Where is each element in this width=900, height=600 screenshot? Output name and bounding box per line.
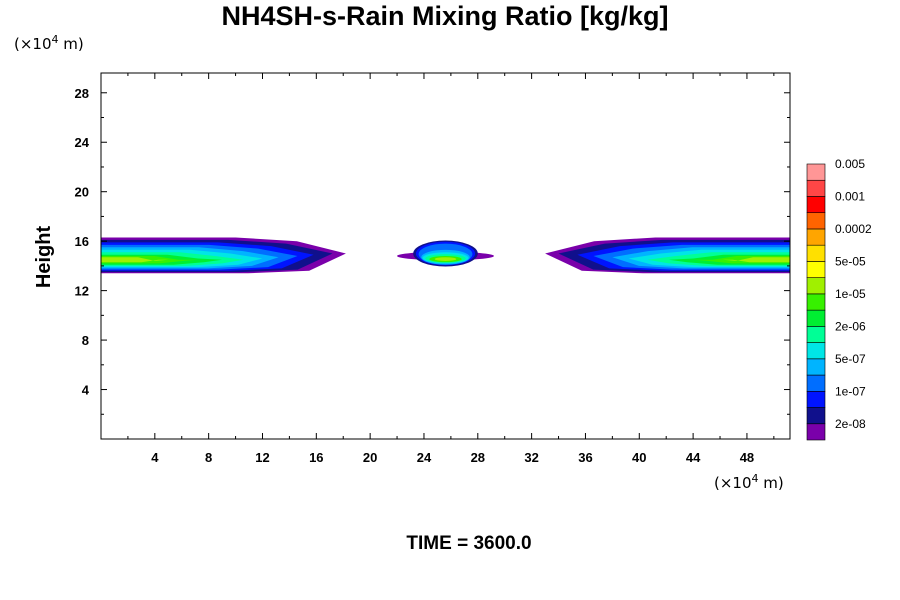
- contour-left-band: [101, 257, 169, 263]
- colorbar-label: 0.001: [835, 189, 865, 203]
- y-axis-label: Height: [33, 226, 55, 289]
- colorbar-swatch: [806, 326, 826, 343]
- y-tick-label: 8: [82, 333, 89, 348]
- x-tick-label: 24: [417, 450, 432, 465]
- colorbar-label: 0.0002: [835, 222, 872, 236]
- colorbar-swatch: [806, 390, 826, 408]
- x-tick-label: 28: [471, 450, 485, 465]
- y-axis-unit: (×104 m): [14, 33, 84, 53]
- colorbar-swatch: [806, 342, 826, 360]
- colorbar-label: 1e-05: [835, 287, 866, 301]
- x-tick-label: 20: [363, 450, 377, 465]
- colorbar-label: 5e-07: [835, 352, 866, 366]
- x-tick-label: 12: [255, 450, 269, 465]
- x-tick-label: 44: [686, 450, 701, 465]
- colorbar-swatch: [806, 309, 826, 327]
- x-tick-label: 48: [740, 450, 754, 465]
- colorbar-swatch: [806, 228, 826, 246]
- colorbar-swatch: [806, 407, 826, 425]
- y-tick-label: 12: [75, 284, 89, 299]
- y-tick-label: 20: [75, 185, 89, 200]
- colorbar-label: 0.005: [835, 157, 865, 171]
- y-tick-label: 24: [75, 135, 90, 150]
- colorbar-label: 5e-05: [835, 254, 866, 268]
- y-tick-label: 16: [75, 234, 89, 249]
- y-tick-label: 4: [82, 383, 90, 398]
- time-label: TIME = 3600.0: [406, 533, 531, 554]
- contour-fills: [101, 237, 790, 274]
- colorbar-label: 2e-08: [835, 417, 866, 431]
- x-axis-unit: (×104 m): [714, 472, 784, 492]
- colorbar-swatch: [806, 423, 826, 441]
- colorbar-label: 2e-06: [835, 319, 866, 333]
- colorbar-swatch: [806, 196, 826, 214]
- x-tick-label: 16: [309, 450, 323, 465]
- colorbar-swatch: [806, 179, 826, 197]
- colorbar: 2e-08 1e-07 5e-07 2e-06 1e-05 5e-05 0.0002 0.00…: [806, 157, 872, 441]
- colorbar-swatch: [806, 374, 826, 392]
- x-tick-label: 4: [151, 450, 159, 465]
- y-tick-label: 28: [75, 86, 89, 101]
- colorbar-swatch: [806, 163, 826, 181]
- colorbar-swatch: [806, 244, 826, 262]
- chart-title: NH4SH-s-Rain Mixing Ratio [kg/kg]: [221, 1, 668, 31]
- x-tick-label: 36: [578, 450, 592, 465]
- colorbar-swatch: [806, 212, 826, 230]
- contour-right-band: [722, 257, 790, 263]
- colorbar-swatch: [806, 358, 826, 376]
- x-tick-label: 40: [632, 450, 646, 465]
- x-tick-label: 8: [205, 450, 212, 465]
- plot-frame: [100, 72, 791, 440]
- colorbar-swatch: [806, 277, 826, 295]
- colorbar-swatch: [806, 261, 826, 278]
- x-tick-label: 32: [524, 450, 538, 465]
- colorbar-swatch: [806, 293, 826, 311]
- contour-center-cloud: [434, 257, 457, 261]
- colorbar-label: 1e-07: [835, 384, 866, 398]
